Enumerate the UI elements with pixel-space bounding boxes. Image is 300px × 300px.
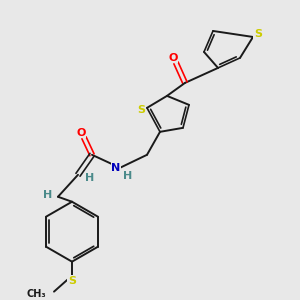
Text: H: H [123,171,133,181]
Text: N: N [111,163,121,173]
Text: CH₃: CH₃ [26,289,46,298]
Text: H: H [85,173,94,183]
Text: O: O [76,128,86,138]
Text: H: H [44,190,52,200]
Text: S: S [137,105,145,115]
Text: O: O [168,53,178,63]
Text: S: S [68,276,76,286]
Text: S: S [254,29,262,39]
